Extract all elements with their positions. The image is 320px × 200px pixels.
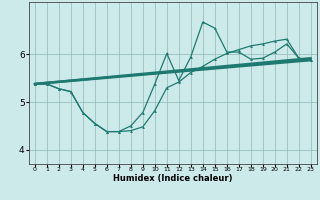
X-axis label: Humidex (Indice chaleur): Humidex (Indice chaleur) bbox=[113, 174, 233, 183]
